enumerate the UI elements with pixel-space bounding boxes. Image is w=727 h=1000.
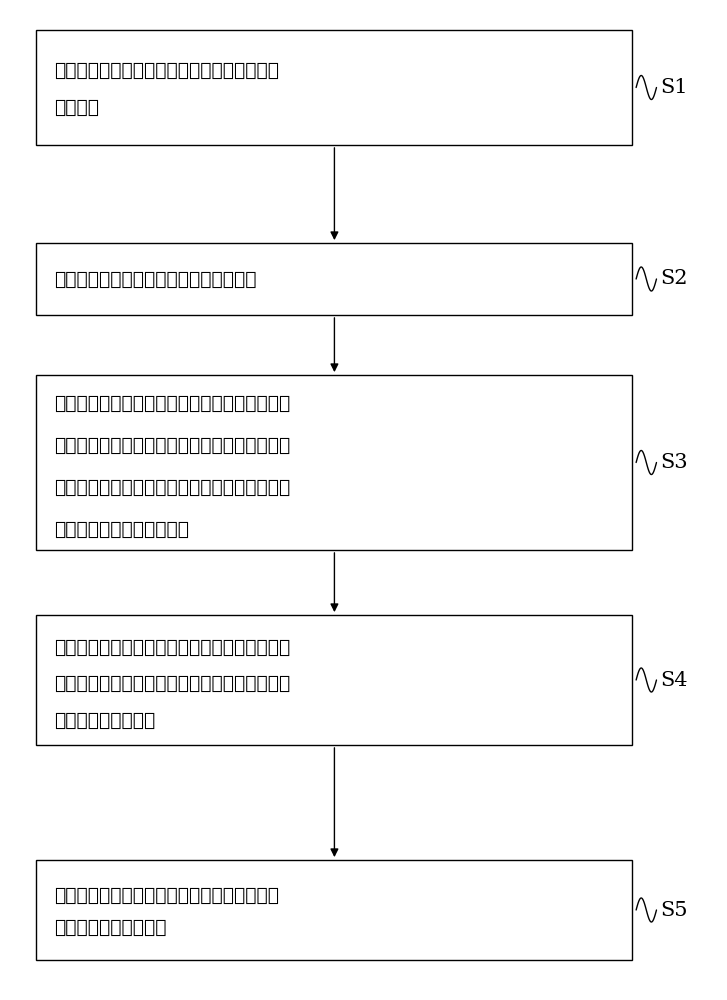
Text: 高度信息: 高度信息 bbox=[55, 98, 100, 117]
Text: S1: S1 bbox=[660, 78, 688, 97]
Text: 散直线段分段路径，对每一离散直线段分段路径: 散直线段分段路径，对每一离散直线段分段路径 bbox=[55, 478, 291, 496]
Bar bbox=[36, 30, 632, 145]
Text: 在每一个离散直线段分段路径上匀速行走，采集: 在每一个离散直线段分段路径上匀速行走，采集 bbox=[55, 638, 291, 657]
Text: 该离散直线段分段路径中每一点的磁感应强度平: 该离散直线段分段路径中每一点的磁感应强度平 bbox=[55, 674, 291, 693]
Text: 磁场地图数据配对存储: 磁场地图数据配对存储 bbox=[55, 918, 167, 936]
Text: 和分叉口进行唯一地址编号: 和分叉口进行唯一地址编号 bbox=[55, 519, 190, 538]
Bar bbox=[36, 615, 632, 745]
Text: 均值和磁场梯度数据: 均值和磁场梯度数据 bbox=[55, 711, 156, 730]
Text: S3: S3 bbox=[660, 453, 688, 472]
Text: S4: S4 bbox=[660, 670, 688, 690]
Bar bbox=[36, 375, 632, 550]
Text: S5: S5 bbox=[660, 900, 688, 920]
Text: S2: S2 bbox=[660, 269, 688, 288]
Bar bbox=[36, 243, 632, 315]
Text: 获取当前楼层相对于地面的气压差，获得楼层: 获取当前楼层相对于地面的气压差，获得楼层 bbox=[55, 61, 279, 80]
Bar bbox=[36, 860, 632, 960]
Text: 将离散直线段分段路径唯一地址编号和相应的: 将离散直线段分段路径唯一地址编号和相应的 bbox=[55, 886, 279, 904]
Text: 获取当前楼层的室内建筑设计施工平面图: 获取当前楼层的室内建筑设计施工平面图 bbox=[55, 269, 257, 288]
Text: 以行走路径上的分叉口为断点，对室内平面图中: 以行走路径上的分叉口为断点，对室内平面图中 bbox=[55, 393, 291, 412]
Text: 所有的行走路径进行直线段离散分段处理得到离: 所有的行走路径进行直线段离散分段处理得到离 bbox=[55, 436, 291, 454]
